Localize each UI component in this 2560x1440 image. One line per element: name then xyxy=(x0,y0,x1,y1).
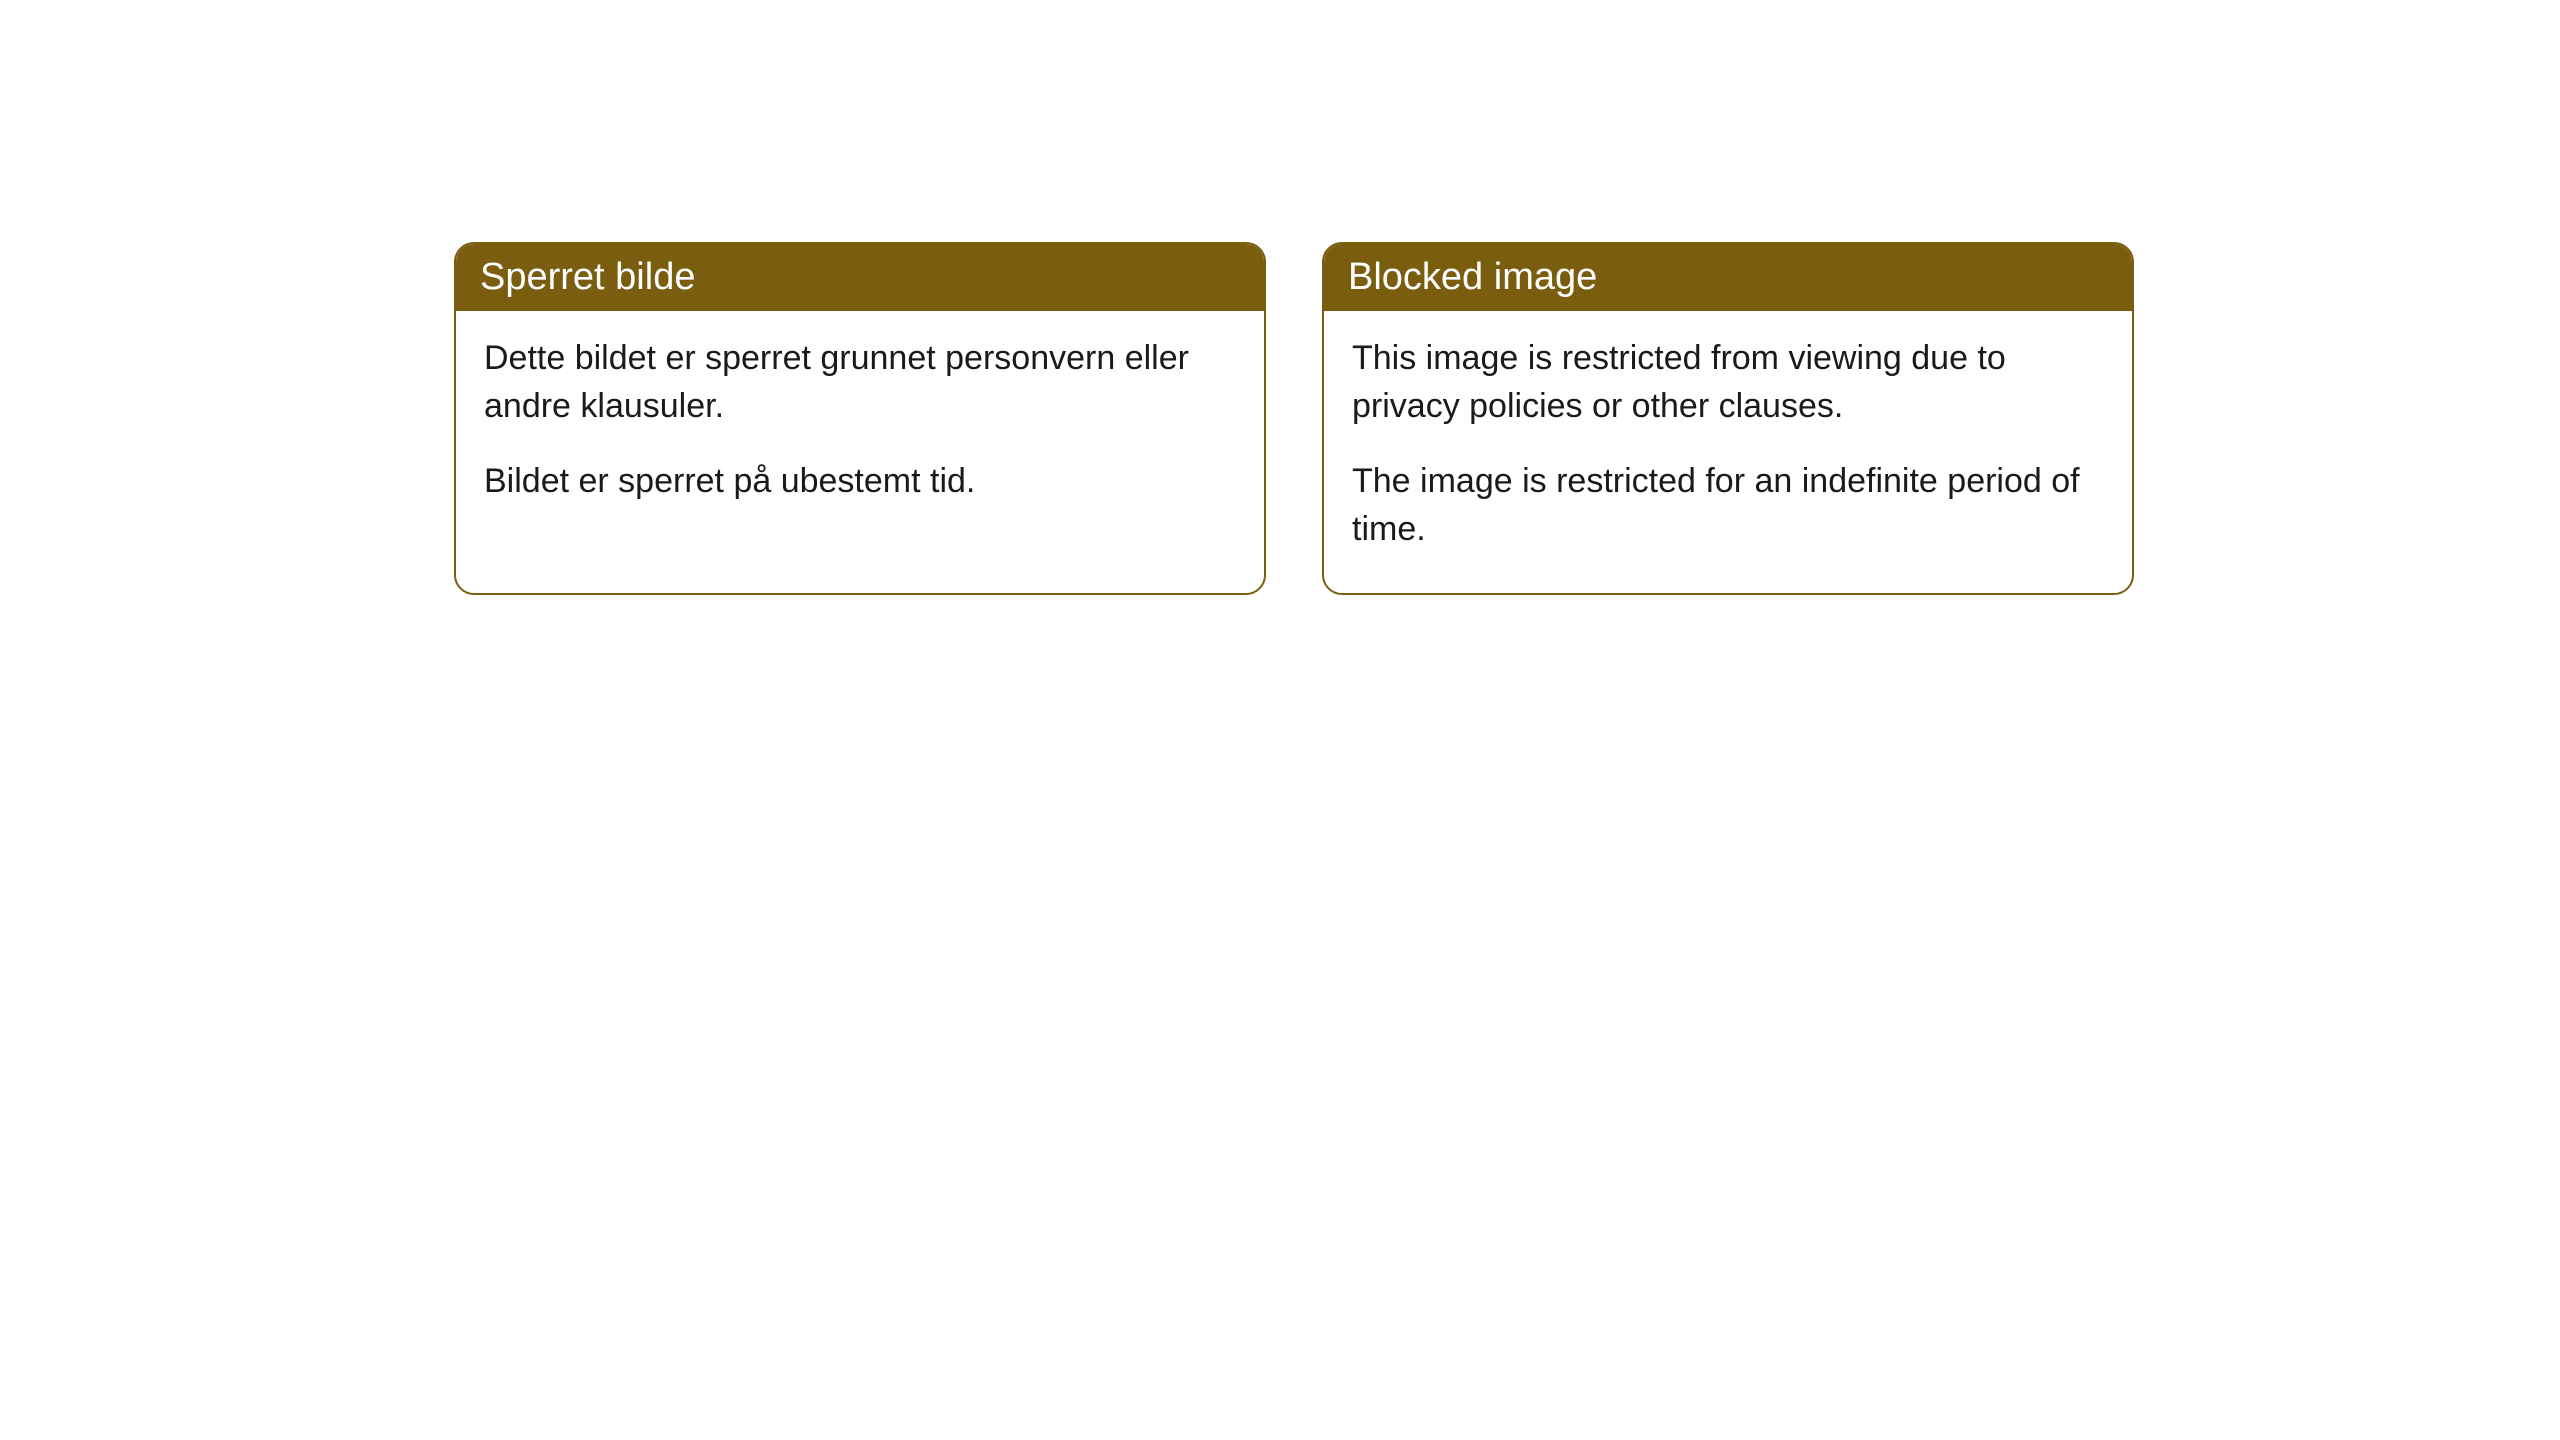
card-body-norwegian: Dette bildet er sperret grunnet personve… xyxy=(456,311,1264,546)
cards-container: Sperret bilde Dette bildet er sperret gr… xyxy=(454,242,2560,595)
card-body-english: This image is restricted from viewing du… xyxy=(1324,311,2132,593)
card-header-norwegian: Sperret bilde xyxy=(456,244,1264,311)
card-header-english: Blocked image xyxy=(1324,244,2132,311)
card-english: Blocked image This image is restricted f… xyxy=(1322,242,2134,595)
card-paragraph-2-english: The image is restricted for an indefinit… xyxy=(1352,458,2104,553)
card-paragraph-1-english: This image is restricted from viewing du… xyxy=(1352,335,2104,430)
card-norwegian: Sperret bilde Dette bildet er sperret gr… xyxy=(454,242,1266,595)
card-title-english: Blocked image xyxy=(1348,256,1597,298)
card-title-norwegian: Sperret bilde xyxy=(480,256,695,298)
card-paragraph-1-norwegian: Dette bildet er sperret grunnet personve… xyxy=(484,335,1236,430)
card-paragraph-2-norwegian: Bildet er sperret på ubestemt tid. xyxy=(484,458,1236,506)
